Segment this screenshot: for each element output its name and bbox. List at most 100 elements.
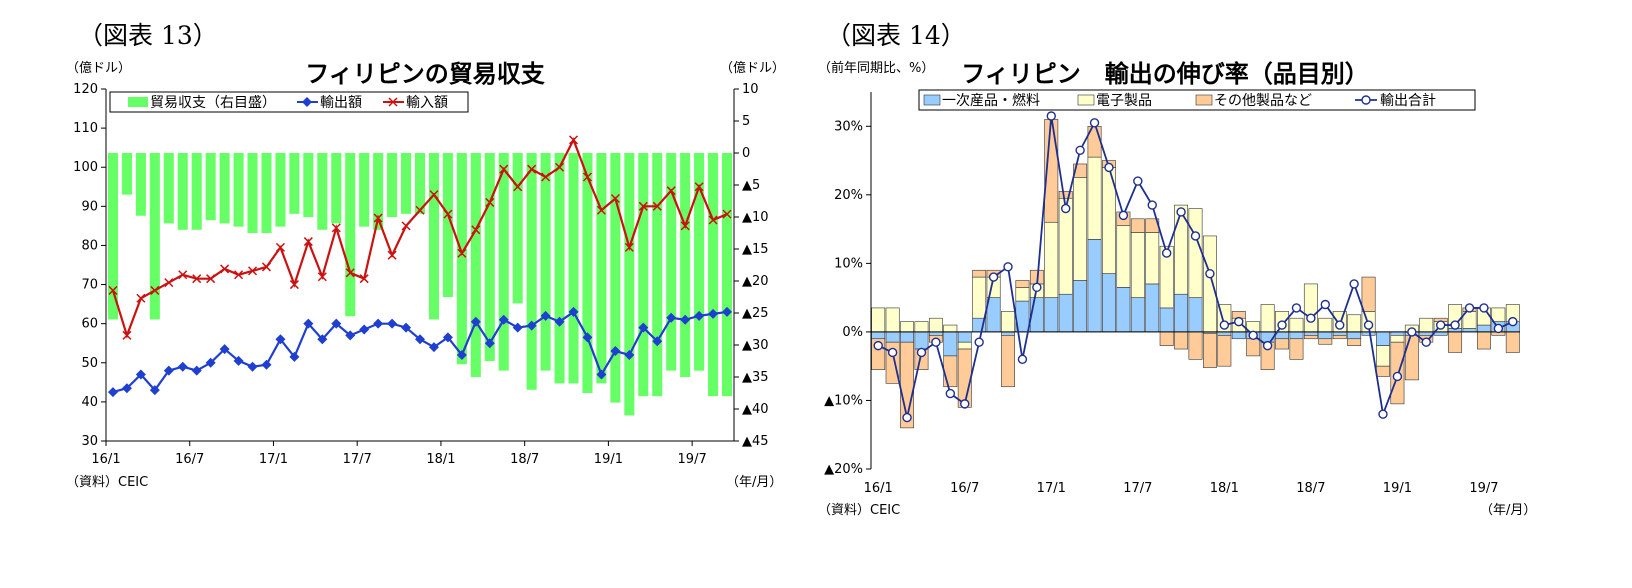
right-tick-label: ▲10 (742, 210, 769, 225)
total-point (1046, 111, 1056, 121)
right-tick-label: ▲45 (742, 434, 769, 449)
exports-point (568, 306, 579, 317)
balance-bar (638, 153, 649, 397)
exports-point (121, 383, 132, 394)
balance-bar (135, 153, 146, 216)
imports-point (652, 201, 662, 211)
total-point (1306, 313, 1316, 323)
balance-bar (568, 153, 579, 384)
balance-bar (470, 153, 481, 377)
right-tick-label: 10 (742, 82, 759, 97)
balance-bar (163, 153, 174, 224)
imports-point (234, 270, 244, 280)
x-tick-label: 16/7 (175, 452, 204, 467)
exports-point (694, 310, 705, 321)
exports-point (428, 342, 439, 353)
primary-bar (1361, 331, 1376, 336)
other-bar (1361, 276, 1376, 312)
legend-exports-label: 輸出額 (320, 95, 362, 111)
electronics-bar (1289, 317, 1304, 333)
imports-point (457, 248, 467, 258)
imports-point (499, 164, 509, 174)
left-tick-label: 30 (81, 434, 98, 449)
other-bar (1332, 335, 1347, 340)
x-tick-label: 17/7 (343, 452, 372, 467)
exports-point (163, 365, 174, 376)
balance-bar (149, 153, 160, 320)
exports-point (261, 359, 272, 370)
electronics-bar (900, 321, 914, 333)
right-tick-label: ▲35 (742, 370, 769, 385)
imports-point (541, 172, 551, 182)
electronics-bar (1044, 221, 1059, 298)
balance-bar (540, 153, 551, 371)
exports-point (275, 334, 286, 345)
primary-bar (1058, 293, 1073, 333)
total-point (1421, 337, 1431, 347)
legend-balance-label: 貿易収支（右目盛） (150, 95, 276, 111)
primary-bar (1174, 293, 1189, 333)
primary-bar (1231, 331, 1246, 340)
total-point (902, 412, 912, 423)
total-point (1190, 231, 1201, 241)
legend-total-label: 輸出合計 (1380, 93, 1436, 109)
left-tick-label: 70 (81, 278, 98, 293)
total-point (1291, 303, 1302, 313)
electronics-bar (928, 317, 943, 333)
total-point (1262, 340, 1273, 351)
y-tick-label: ▲20% (824, 462, 863, 477)
other-bar (1505, 331, 1520, 353)
x-tick-label: 16/1 (864, 481, 893, 496)
total-point (1219, 320, 1230, 330)
electronics-bar (943, 324, 958, 333)
x-axis-unit: （年/月） (726, 475, 782, 490)
legend-exports-marker (302, 97, 312, 107)
right-tick-label: ▲30 (742, 338, 769, 353)
primary-bar (1087, 239, 1102, 333)
total-point (1450, 320, 1460, 330)
imports-point (345, 268, 355, 278)
left-tick-label: 50 (81, 356, 98, 371)
legend-balance-swatch (128, 97, 148, 107)
electronics-bar (957, 341, 972, 350)
total-point (945, 388, 956, 399)
primary-bar (928, 331, 943, 336)
right-tick-label: ▲5 (742, 178, 760, 193)
total-point (931, 337, 941, 347)
electronics-bar (1145, 232, 1160, 285)
exports-point (526, 320, 537, 331)
imports-point (485, 197, 495, 207)
x-axis-unit: （年/月） (1480, 503, 1536, 518)
imports-point (708, 215, 718, 225)
imports-point (722, 209, 732, 219)
exports-point (512, 322, 523, 333)
right-tick-label: ▲20 (742, 274, 769, 289)
y-tick-label: 20% (834, 188, 863, 203)
imports-point (443, 209, 453, 219)
other-bar (1058, 191, 1073, 199)
electronics-bar (885, 307, 900, 333)
primary-bar (1332, 331, 1347, 336)
other-bar (1477, 331, 1491, 350)
balance-bar (205, 153, 216, 221)
legend-electronics-swatch (1077, 94, 1095, 106)
primary-bar (900, 331, 914, 343)
imports-point (261, 262, 272, 272)
exports-point (247, 361, 258, 372)
imports-point (317, 272, 327, 282)
imports-point (206, 274, 216, 284)
other-bar (957, 348, 972, 408)
electronics-bar (972, 276, 987, 319)
balance-bar (652, 153, 663, 397)
balance-bar (107, 153, 119, 320)
primary-bar (1260, 331, 1275, 343)
left-tick-label: 120 (73, 82, 98, 97)
other-bar (1376, 365, 1390, 377)
x-tick-label: 16/7 (950, 481, 979, 496)
y-tick-label: 0% (842, 325, 863, 340)
primary-bar (1217, 331, 1232, 336)
exports-point (373, 318, 384, 329)
total-point (1464, 303, 1475, 313)
x-tick-label: 19/7 (1469, 481, 1498, 496)
exports-point (638, 322, 649, 333)
